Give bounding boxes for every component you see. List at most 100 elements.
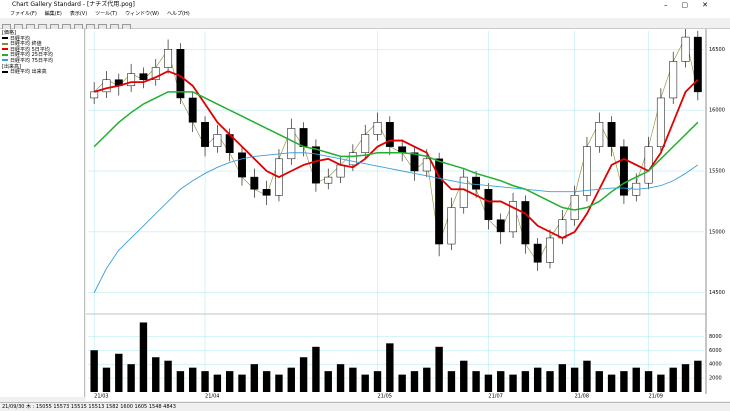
candle-body	[619, 146, 628, 196]
legend-swatch	[2, 42, 8, 45]
candle-body	[410, 152, 419, 172]
x-tick-label: 21/08	[575, 394, 589, 400]
candle-body	[583, 146, 591, 196]
volume-bar	[694, 360, 702, 392]
legend-swatch	[2, 37, 8, 40]
candle-body	[348, 152, 357, 166]
candle-body	[447, 207, 456, 245]
candle-body	[435, 158, 444, 245]
candle-body	[151, 67, 160, 80]
candle-body	[669, 61, 678, 99]
toolbar	[0, 18, 730, 33]
legend-entry[interactable]: 日経平均	[2, 36, 84, 43]
volume-bar	[152, 357, 160, 392]
menu-item[interactable]: ヘルプ(H)	[167, 11, 190, 17]
candle-body	[102, 79, 111, 93]
y-tick-label: 15500	[709, 169, 725, 175]
candle-body	[521, 201, 530, 245]
volume-bar	[164, 360, 172, 392]
candle-body	[459, 176, 468, 208]
menu-bar: ファイル(F) 編集(E) 表示(V) ツール(T) ウィンドウ(W) ヘルプ(H)	[0, 10, 730, 18]
legend-swatch	[2, 59, 8, 62]
menu-item[interactable]: ファイル(F)	[10, 11, 37, 17]
volume-bar	[115, 353, 123, 392]
legend-label: [出来高]	[2, 63, 21, 70]
volume-bar	[546, 371, 554, 392]
volume-bar	[472, 371, 480, 392]
legend-label: [価格]	[2, 30, 16, 36]
candle-body	[164, 49, 173, 68]
volume-bar	[336, 364, 345, 392]
volume-bar	[201, 371, 209, 392]
x-tick-label: 21/07	[488, 394, 502, 400]
volume-bar	[386, 343, 394, 392]
legend-entry[interactable]: 日経平均 25日平均	[2, 53, 84, 59]
candle-body	[188, 97, 197, 123]
plot-background	[86, 29, 730, 401]
x-tick-label: 21/05	[378, 394, 392, 400]
candle-body	[311, 146, 320, 184]
legend-entry[interactable]: 日経平均 75日平均	[2, 57, 84, 65]
volume-bar	[435, 346, 443, 392]
window-title: Chart Gallery Standard - [ナチズ代用.pog]	[12, 1, 135, 8]
volume-bar	[681, 364, 690, 392]
y-tick-label: 16000	[709, 108, 725, 114]
candle-body	[558, 219, 567, 239]
x-tick-label: 21/09	[649, 394, 663, 400]
candle-body	[287, 128, 296, 160]
menu-item[interactable]: 編集(E)	[44, 11, 62, 17]
volume-bar	[583, 360, 591, 392]
candle-body	[324, 176, 333, 184]
legend-entry[interactable]: 日経平均 5日平均	[2, 46, 84, 54]
y-tick-label: 2000	[709, 376, 722, 382]
volume-bar	[262, 371, 271, 392]
candle-body	[546, 237, 554, 263]
x-tick-label: 21/03	[94, 394, 108, 400]
candle-body	[398, 146, 407, 153]
candle-body	[484, 189, 493, 220]
legend-label: 日経平均 終値	[10, 41, 42, 48]
menu-item[interactable]: 表示(V)	[69, 11, 88, 17]
candle-body	[213, 134, 222, 147]
volume-bar	[250, 364, 259, 392]
volume-bar	[533, 367, 542, 392]
volume-bar	[620, 371, 628, 392]
candle-body	[176, 49, 185, 99]
volume-bar	[509, 374, 517, 392]
volume-bar	[225, 371, 234, 392]
y-tick-label: 8000	[709, 334, 722, 340]
legend-swatch	[2, 53, 8, 56]
title-bar: Chart Gallery Standard - [ナチズ代用.pog] –▢✕	[0, 0, 730, 10]
volume-bar	[299, 357, 308, 392]
volume-bar	[669, 367, 677, 392]
menu-item[interactable]: ウィンドウ(W)	[125, 11, 159, 17]
legend-entry[interactable]: 日経平均 出来高	[2, 69, 84, 76]
volume-bar	[398, 374, 406, 392]
legend-label: 日経平均 75日平均	[10, 57, 53, 64]
candle-body	[373, 122, 382, 135]
volume-bar	[127, 364, 135, 392]
menu-item[interactable]: ツール(T)	[95, 11, 118, 17]
candle-body	[336, 164, 345, 178]
volume-bar	[521, 371, 530, 392]
volume-bar	[484, 374, 493, 392]
window-buttons[interactable]: –▢✕	[664, 1, 722, 9]
legend-label: 日経平均 5日平均	[10, 46, 50, 53]
volume-bar	[570, 367, 579, 392]
legend-group[interactable]: [価格]	[2, 30, 84, 37]
candle-body	[693, 36, 702, 93]
legend-panel: [価格] 日経平均 日経平均 終値 日経平均 5日平均 日経平均 25日平均 日経平均 7…	[0, 29, 85, 397]
volume-bar	[410, 371, 419, 392]
volume-bar	[349, 367, 357, 392]
volume-bar	[90, 350, 98, 392]
legend-group[interactable]: [出来高]	[2, 63, 84, 71]
candle-body	[595, 122, 604, 147]
candle-body	[509, 201, 517, 233]
legend-label: 日経平均 出来高	[10, 69, 47, 76]
moving-average-line	[93, 91, 699, 211]
candle-body	[570, 195, 579, 220]
volume-bar	[139, 322, 148, 392]
candle-body	[90, 91, 99, 99]
legend-entry[interactable]: 日経平均 終値	[2, 41, 84, 48]
